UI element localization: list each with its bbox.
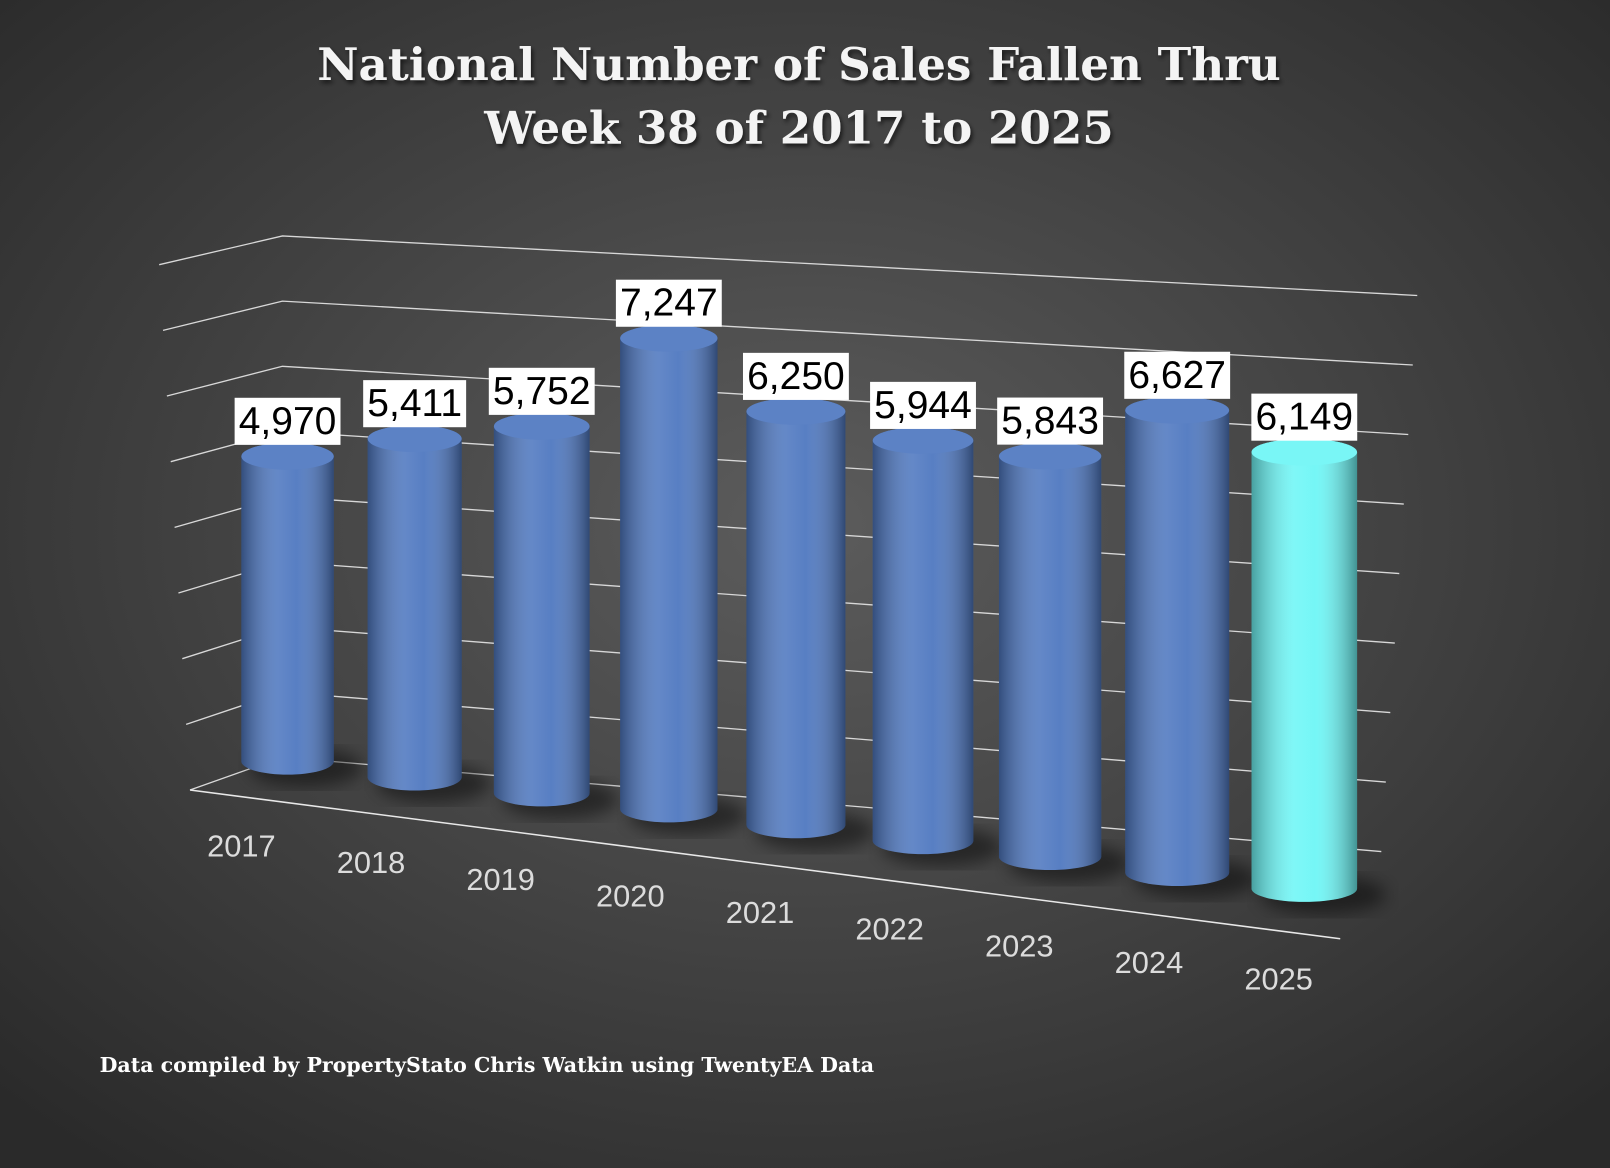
bar-top [620, 324, 718, 352]
bar-top [998, 442, 1102, 470]
floor-edge [189, 789, 1341, 940]
bar-shade [998, 442, 1102, 871]
bar-top [493, 413, 590, 440]
bar-top-shade [998, 442, 1102, 470]
x-tick-label: 2019 [466, 862, 535, 897]
bar-top-shade [746, 398, 846, 425]
value-label-box [1124, 351, 1231, 399]
bar-shade [1251, 438, 1358, 902]
value-label: 5,411 [367, 382, 462, 425]
bar-top-shade [872, 427, 974, 454]
bar-shade [872, 427, 974, 855]
grid-line [162, 300, 1413, 366]
bar-shade [620, 324, 718, 823]
x-tick-label: 2017 [207, 829, 276, 864]
bar-shade [1125, 396, 1230, 886]
x-tick-label: 2025 [1244, 962, 1313, 997]
value-label: 6,149 [1255, 396, 1353, 439]
bar-shade [493, 413, 590, 807]
value-label: 5,843 [1001, 400, 1099, 443]
value-label-box [615, 279, 722, 327]
value-label-box [234, 397, 341, 445]
x-tick-label: 2018 [337, 845, 406, 880]
value-label: 4,970 [239, 400, 337, 443]
value-label: 6,627 [1128, 354, 1226, 397]
value-label-box [742, 352, 849, 400]
bar-top-shade [1251, 438, 1358, 466]
value-label-box [363, 380, 467, 428]
bar-top-shade [620, 324, 718, 352]
bar-top-shade [1125, 396, 1230, 424]
x-tick-label: 2024 [1115, 945, 1184, 980]
grid-line [159, 235, 1418, 297]
bar-top-shade [493, 413, 590, 440]
bar-top [1125, 396, 1230, 424]
value-label-box [488, 367, 595, 415]
value-label: 5,944 [874, 384, 972, 427]
footnote: Data compiled by PropertyStato Chris Wat… [100, 1053, 874, 1077]
bar-top [1251, 438, 1358, 466]
bar-top [872, 427, 974, 454]
x-tick-label: 2022 [855, 912, 924, 947]
plot: National Number of Sales Fallen Thru Wee… [100, 38, 1418, 1077]
value-label-box [1251, 393, 1358, 441]
bar-top-shade [241, 443, 334, 470]
bar-top [746, 398, 846, 425]
chart-title: Week 38 of 2017 to 2025 [483, 102, 1113, 155]
bar-shade [367, 425, 462, 791]
value-label: 5,752 [493, 370, 591, 413]
x-tick-label: 2023 [985, 928, 1054, 963]
value-label: 6,250 [747, 355, 845, 398]
bar-top-shade [367, 425, 462, 453]
x-tick-label: 2020 [596, 879, 665, 914]
bar-top [241, 443, 334, 470]
value-label-box [997, 397, 1104, 445]
x-tick-label: 2021 [726, 895, 795, 930]
chart-title: National Number of Sales Fallen Thru [317, 38, 1280, 91]
bar-shade [746, 398, 846, 839]
value-label-box [870, 381, 976, 429]
value-label: 7,247 [620, 282, 718, 325]
bar-top [367, 425, 462, 453]
bar-shade [241, 443, 334, 775]
